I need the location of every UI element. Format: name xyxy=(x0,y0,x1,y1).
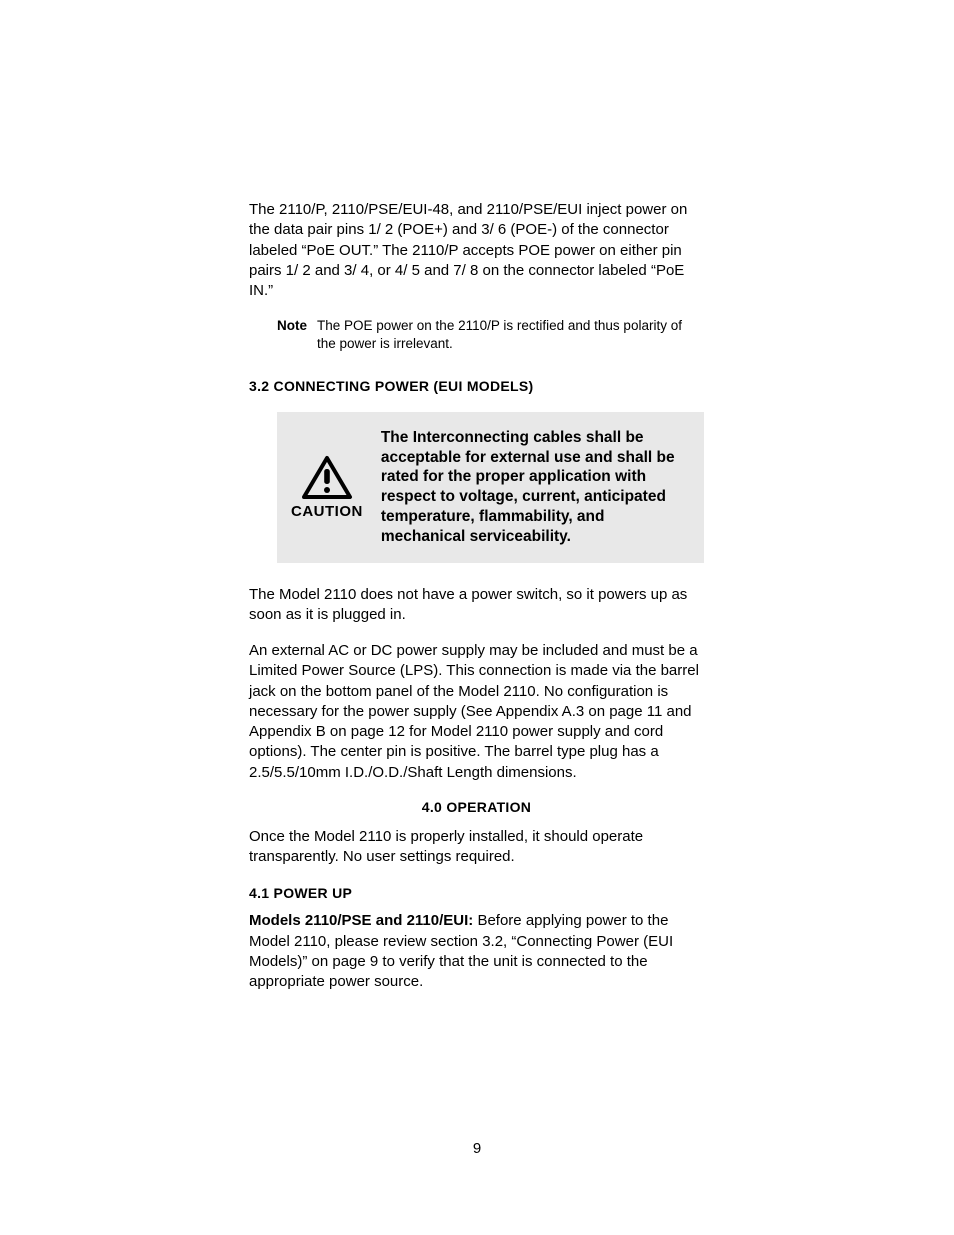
note-block: Note The POE power on the 2110/P is rect… xyxy=(277,317,704,353)
paragraph-3-2-a: The Model 2110 does not have a power swi… xyxy=(249,585,704,626)
paragraph-4-0: Once the Model 2110 is properly installe… xyxy=(249,827,704,868)
paragraph-intro: The 2110/P, 2110/PSE/EUI-48, and 2110/PS… xyxy=(249,200,704,301)
note-text: The POE power on the 2110/P is rectified… xyxy=(317,317,704,353)
note-label: Note xyxy=(277,317,317,353)
heading-4-0: 4.0 Operation xyxy=(249,799,704,815)
heading-3-2: 3.2 Connecting Power (EUI Models) xyxy=(249,378,704,394)
caution-label: CAUTION xyxy=(291,503,363,520)
paragraph-3-2-b: An external AC or DC power supply may be… xyxy=(249,641,704,783)
document-page: The 2110/P, 2110/PSE/EUI-48, and 2110/PS… xyxy=(0,0,954,1235)
caution-box: CAUTION The Interconnecting cables shall… xyxy=(277,412,704,563)
heading-4-1: 4.1 Power Up xyxy=(249,885,704,901)
caution-icon-wrap: CAUTION xyxy=(291,455,363,520)
page-number: 9 xyxy=(0,1140,954,1157)
paragraph-4-1: Models 2110/PSE and 2110/EUI: Before app… xyxy=(249,911,704,992)
caution-text: The Interconnecting cables shall be acce… xyxy=(381,428,690,547)
paragraph-4-1-lead: Models 2110/PSE and 2110/EUI: xyxy=(249,912,477,929)
caution-triangle-icon xyxy=(301,455,353,501)
